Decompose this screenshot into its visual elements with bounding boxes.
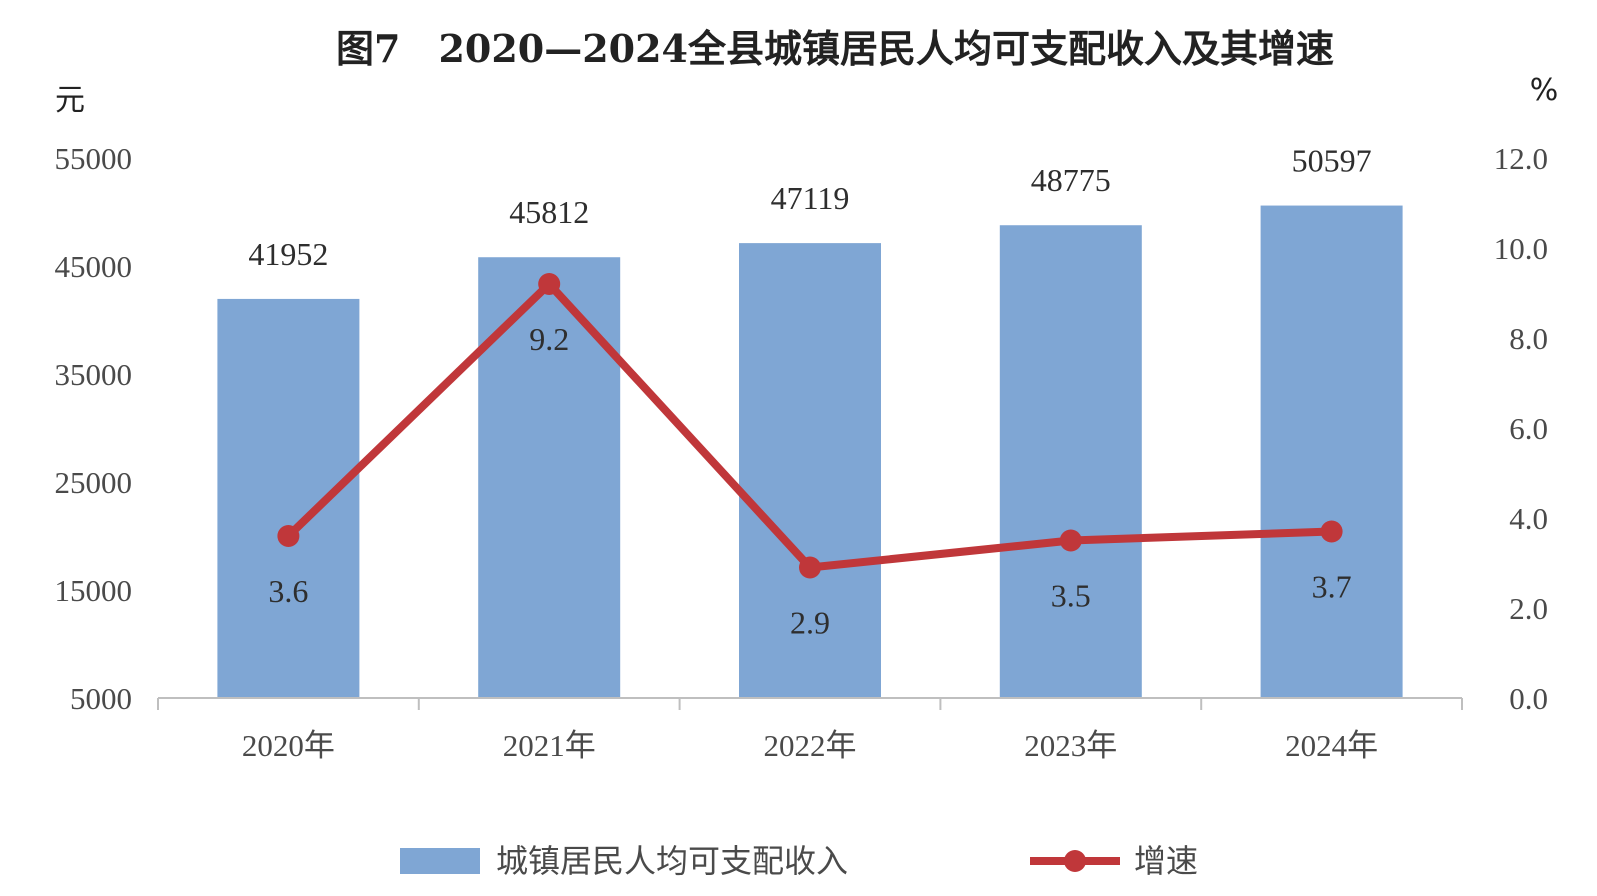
right-tick-label-4: 4.0: [1509, 501, 1548, 536]
growth-point-4: [1320, 520, 1343, 543]
bar-value-label-0: 41952: [248, 236, 328, 272]
growth-point-0: [277, 525, 300, 547]
left-tick-label-0: 55000: [55, 141, 133, 176]
bar-value-label-2: 47119: [771, 180, 850, 216]
legend-item-growth: 增速: [1030, 842, 1198, 880]
bar-value-label-1: 45812: [509, 194, 589, 230]
legend-marker-growth: [1064, 850, 1086, 872]
growth-value-label-0: 3.6: [268, 573, 308, 609]
legend-label-income: 城镇居民人均可支配收入: [496, 842, 848, 880]
right-tick-label-5: 2.0: [1509, 591, 1548, 626]
right-tick-label-2: 8.0: [1509, 321, 1548, 356]
chart-title: 图7 2020—2024全县城镇居民人均可支配收入及其增速: [336, 26, 1334, 71]
right-tick-label-0: 12.0: [1494, 141, 1548, 176]
growth-point-2: [799, 556, 821, 579]
bar-0: [217, 298, 360, 698]
line-layer: [277, 273, 1343, 579]
legend-item-income: 城镇居民人均可支配收入: [400, 842, 848, 880]
right-tick-label-3: 6.0: [1509, 411, 1548, 446]
bar-3: [999, 225, 1142, 699]
growth-point-1: [538, 273, 561, 295]
x-tick-label-4: 2024年: [1285, 728, 1378, 763]
left-axis-unit: 元: [55, 83, 85, 118]
x-tick-label-0: 2020年: [242, 728, 335, 763]
left-tick-label-4: 15000: [55, 573, 133, 608]
left-tick-label-3: 25000: [55, 465, 133, 500]
growth-value-label-2: 2.9: [790, 605, 830, 641]
growth-value-label-1: 9.2: [529, 321, 569, 357]
right-tick-label-1: 10.0: [1494, 231, 1548, 266]
bar-value-label-4: 50597: [1292, 143, 1372, 179]
right-axis-unit: %: [1530, 73, 1559, 108]
axis-layer: 2020年 2021年 2022年 2023年 2024年 55000 45000 35000…: [55, 141, 1549, 763]
right-tick-label-6: 0.0: [1509, 681, 1548, 716]
legend: 城镇居民人均可支配收入 增速: [400, 842, 1198, 880]
left-tick-label-5: 5000: [70, 681, 132, 716]
bar-2: [739, 243, 881, 698]
x-tick-label-2: 2022年: [764, 728, 857, 763]
legend-label-growth: 增速: [1134, 842, 1198, 880]
bar-value-label-3: 48775: [1031, 162, 1111, 198]
x-tick-label-1: 2021年: [503, 728, 596, 763]
left-tick-label-2: 35000: [55, 357, 133, 392]
growth-value-label-4: 3.7: [1312, 569, 1352, 605]
legend-swatch-income: [400, 848, 480, 874]
left-tick-label-1: 45000: [55, 249, 133, 284]
growth-value-label-3: 3.5: [1051, 578, 1091, 614]
labels-layer: 41952 45812 47119 48775 50597 3.6 9.2 2.9 3.5 3.7: [248, 143, 1371, 641]
growth-point-3: [1059, 529, 1082, 552]
x-tick-label-3: 2023年: [1024, 728, 1117, 763]
bar-4: [1260, 205, 1403, 698]
